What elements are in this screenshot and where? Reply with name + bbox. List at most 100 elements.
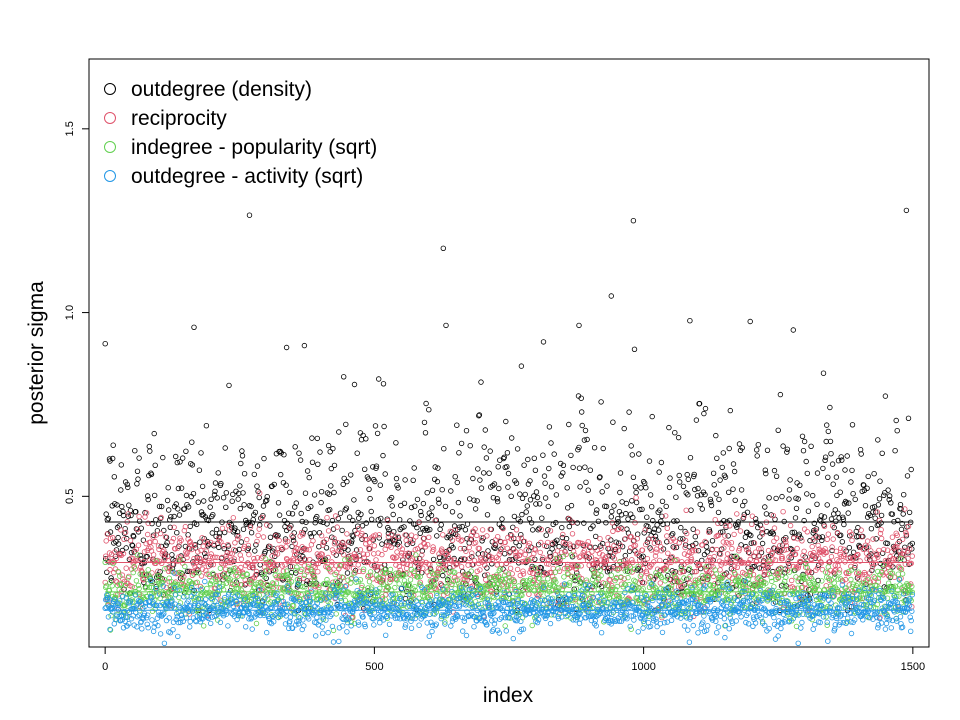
series-0-points [102, 207, 915, 613]
data-point [458, 538, 464, 544]
data-point [137, 552, 143, 559]
data-point [299, 518, 305, 525]
data-point [163, 584, 170, 591]
data-point [456, 450, 462, 456]
data-point [197, 583, 204, 590]
data-point [576, 322, 582, 329]
data-point [150, 552, 157, 558]
data-point [295, 590, 302, 597]
data-point [378, 515, 384, 522]
data-point [129, 584, 135, 590]
data-point [402, 477, 408, 483]
data-point [116, 510, 123, 516]
data-point [312, 581, 318, 587]
data-point [753, 559, 759, 565]
data-point [223, 566, 229, 572]
data-point [588, 554, 595, 560]
data-point [849, 422, 856, 428]
data-point [432, 517, 438, 524]
data-point [144, 553, 150, 560]
data-point [394, 577, 400, 583]
data-point [249, 626, 255, 632]
y-axis-title: posterior sigma [25, 281, 48, 425]
data-point [380, 452, 386, 459]
data-point [523, 547, 529, 553]
data-point [344, 570, 351, 576]
data-point [871, 471, 877, 477]
data-point [271, 481, 277, 488]
data-point [763, 511, 770, 517]
data-point [396, 563, 402, 570]
data-point [581, 437, 588, 443]
data-point [319, 551, 325, 557]
data-point [564, 485, 570, 491]
data-point [385, 530, 392, 537]
data-point [507, 532, 514, 538]
data-point [458, 556, 464, 562]
data-point [198, 547, 204, 554]
data-point [360, 568, 366, 575]
data-point [288, 579, 295, 585]
data-point [551, 451, 557, 457]
data-point [366, 545, 372, 551]
data-point [692, 486, 698, 493]
data-point [359, 531, 365, 537]
data-point [454, 479, 460, 486]
data-point [603, 586, 609, 593]
data-point [878, 512, 885, 519]
data-point [517, 552, 523, 558]
data-point [450, 578, 457, 585]
data-point [191, 555, 197, 562]
data-point [634, 567, 640, 573]
data-point [391, 541, 397, 547]
data-point [377, 482, 383, 488]
data-point [505, 582, 512, 588]
data-point [733, 559, 739, 565]
data-point [178, 570, 184, 576]
data-point [678, 592, 684, 598]
data-point [494, 562, 500, 568]
data-point [150, 628, 157, 635]
data-point [231, 556, 238, 562]
data-point [838, 545, 844, 552]
data-point [227, 550, 233, 557]
data-point [884, 540, 891, 547]
data-point [786, 487, 793, 493]
data-point [390, 511, 396, 518]
data-point [576, 444, 582, 451]
data-point [412, 584, 418, 590]
data-point [622, 552, 628, 559]
data-point [262, 556, 269, 562]
data-point [518, 532, 524, 538]
data-point [151, 430, 157, 437]
data-point [846, 545, 852, 551]
data-point [870, 536, 876, 542]
data-point [434, 590, 440, 596]
data-point [554, 559, 561, 565]
data-point [377, 522, 383, 528]
data-point [192, 564, 198, 570]
data-point [354, 450, 360, 456]
data-point [533, 489, 540, 495]
data-point [684, 471, 690, 478]
data-point [885, 487, 891, 493]
data-point [139, 626, 145, 632]
data-point [155, 577, 162, 583]
data-point [841, 521, 847, 528]
data-point [256, 494, 262, 501]
data-point [128, 512, 134, 519]
data-point [875, 554, 881, 560]
data-point [825, 428, 831, 435]
data-point [757, 522, 764, 528]
data-point [449, 537, 456, 543]
data-point [142, 575, 148, 581]
data-point [259, 581, 265, 587]
data-point [310, 538, 316, 544]
data-point [472, 539, 479, 546]
data-point [831, 524, 837, 531]
data-point [583, 479, 589, 485]
data-point [293, 500, 299, 506]
data-point [301, 575, 307, 582]
data-point [501, 454, 507, 460]
data-point [248, 579, 255, 585]
